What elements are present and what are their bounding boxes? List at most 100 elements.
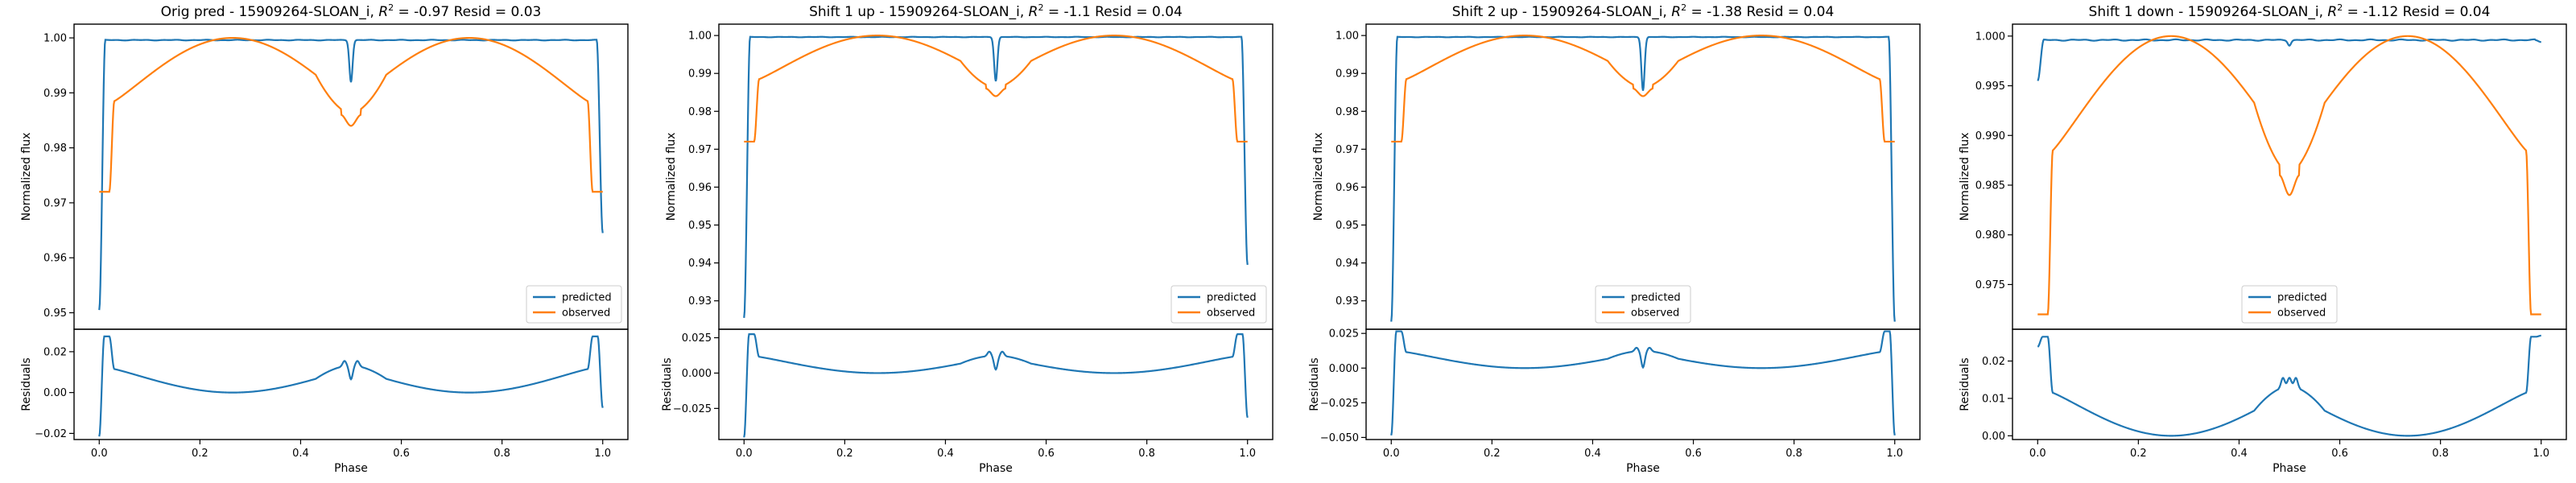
resid-ytick-label: 0.025 [682, 332, 712, 345]
main-ytick-label: 0.96 [1335, 182, 1359, 194]
x-axis-label: Phase [2273, 462, 2306, 475]
legend-box [1595, 285, 1691, 324]
main-ytick-label: 0.96 [43, 253, 67, 265]
resid-ytick-label: 0.000 [682, 368, 712, 380]
main-ytick-label: 0.93 [1335, 295, 1359, 308]
chart-panel: Shift 1 up - 15909264-SLOAN_i, R2 = -1.1… [661, 2, 1274, 475]
xtick-label: 1.0 [2533, 448, 2549, 460]
xtick-label: 0.0 [91, 448, 108, 460]
xtick-label: 0.0 [1383, 448, 1400, 460]
predicted-series-line [98, 39, 604, 311]
xtick-label: 0.6 [1685, 448, 1702, 460]
main-y-axis-label: Normalized flux [1312, 133, 1325, 221]
observed-series-line [99, 36, 603, 193]
resid-ytick-label: 0.000 [1329, 363, 1359, 375]
resid-axes-frame [1365, 328, 1921, 440]
legend-observed-label: observed [1207, 308, 1255, 320]
residual-series-line [743, 333, 1249, 438]
predicted-series-line [743, 35, 1249, 318]
residual-series-line [2037, 334, 2541, 437]
chart-title-r2-symbol: R [2327, 4, 2337, 20]
main-axes-frame [718, 23, 1274, 330]
chart-title-r2-symbol: R [1029, 4, 1038, 20]
resid-y-axis-label: Residuals [661, 357, 674, 411]
chart-panel: Shift 2 up - 15909264-SLOAN_i, R2 = -1.3… [1308, 2, 1921, 475]
main-y-axis-label: Normalized flux [1959, 133, 1971, 221]
chart-title-r2-symbol: R [378, 4, 388, 20]
main-ytick-label: 0.995 [1975, 80, 2005, 93]
main-ytick-label: 0.98 [1335, 106, 1359, 118]
resid-axes-frame [73, 328, 629, 440]
x-axis-label: Phase [979, 462, 1013, 475]
chart-title-r2-superscript: 2 [2337, 2, 2343, 13]
resid-y-axis-label: Residuals [20, 357, 33, 411]
main-ytick-label: 0.97 [1335, 144, 1359, 156]
xtick-label: 0.2 [836, 448, 853, 460]
main-ytick-label: 0.975 [1975, 279, 2005, 291]
main-ytick-label: 1.000 [1975, 31, 2005, 43]
resid-plot-area [98, 335, 604, 437]
xtick-label: 0.8 [1138, 448, 1155, 460]
resid-plot-area [743, 333, 1249, 438]
residual-series-line [98, 335, 604, 437]
chart-title-r2-value: = -0.97 Resid = 0.03 [394, 4, 541, 20]
legend-observed-label: observed [562, 308, 610, 320]
main-ytick-label: 0.990 [1975, 130, 2005, 142]
xtick-label: 0.8 [2432, 448, 2449, 460]
chart-title: Shift 1 up - 15909264-SLOAN_i, R2 = -1.1… [809, 2, 1183, 20]
chart-title-r2-superscript: 2 [388, 2, 394, 13]
main-ytick-label: 0.94 [1335, 258, 1359, 270]
main-ytick-label: 0.99 [688, 68, 712, 80]
xtick-label: 0.2 [1484, 448, 1501, 460]
chart-title: Shift 1 down - 15909264-SLOAN_i, R2 = -1… [2089, 2, 2491, 20]
main-ytick-label: 0.980 [1975, 229, 2005, 242]
main-ytick-label: 1.00 [1335, 31, 1359, 43]
main-ytick-label: 0.96 [688, 182, 712, 194]
predicted-series-line [1390, 35, 1896, 322]
xtick-label: 0.6 [1038, 448, 1055, 460]
main-ytick-label: 0.97 [688, 144, 712, 156]
xtick-label: 0.2 [2130, 448, 2147, 460]
xtick-label: 0.0 [736, 448, 753, 460]
legend-box [1170, 285, 1267, 324]
observed-series-line [744, 35, 1248, 143]
xtick-label: 0.2 [192, 448, 208, 460]
chart-title-r2-superscript: 2 [1038, 2, 1043, 13]
main-ytick-label: 0.98 [688, 106, 712, 118]
observed-series-line [1391, 35, 1895, 143]
legend-predicted-label: predicted [1631, 292, 1681, 304]
xtick-label: 0.4 [937, 448, 954, 460]
xtick-label: 0.6 [2331, 448, 2348, 460]
chart-title-r2-symbol: R [1671, 4, 1681, 20]
chart-title-prefix: Orig pred - 15909264-SLOAN_i, [161, 4, 379, 20]
xtick-label: 0.4 [2231, 448, 2248, 460]
main-ytick-label: 1.00 [43, 33, 67, 45]
main-plot-area [2037, 35, 2541, 316]
chart-title-prefix: Shift 1 down - 15909264-SLOAN_i, [2089, 4, 2328, 20]
resid-ytick-label: 0.00 [43, 387, 67, 399]
resid-ytick-label: 0.025 [1329, 328, 1359, 341]
legend-predicted-label: predicted [562, 292, 612, 304]
chart-panel: Shift 1 down - 15909264-SLOAN_i, R2 = -1… [1959, 2, 2567, 475]
resid-ytick-label: −0.050 [1320, 432, 1359, 444]
main-ytick-label: 0.99 [43, 88, 67, 100]
main-ytick-label: 0.95 [1335, 220, 1359, 232]
chart-title: Orig pred - 15909264-SLOAN_i, R2 = -0.97… [161, 2, 542, 20]
legend-box [2241, 285, 2338, 324]
xtick-label: 1.0 [1239, 448, 1256, 460]
resid-ytick-label: 0.02 [43, 346, 67, 358]
main-plot-area [1390, 35, 1896, 322]
xtick-label: 1.0 [1886, 448, 1903, 460]
xtick-label: 0.4 [292, 448, 309, 460]
resid-y-axis-label: Residuals [1959, 357, 1971, 411]
resid-axes-frame [718, 328, 1274, 440]
resid-ytick-label: 0.00 [1982, 431, 2005, 443]
resid-ytick-label: −0.025 [1320, 398, 1359, 410]
main-ytick-label: 1.00 [688, 31, 712, 43]
main-ytick-label: 0.99 [1335, 68, 1359, 80]
resid-y-axis-label: Residuals [1308, 357, 1321, 411]
x-axis-label: Phase [1626, 462, 1660, 475]
xtick-label: 0.4 [1584, 448, 1601, 460]
main-ytick-label: 0.97 [43, 197, 67, 209]
